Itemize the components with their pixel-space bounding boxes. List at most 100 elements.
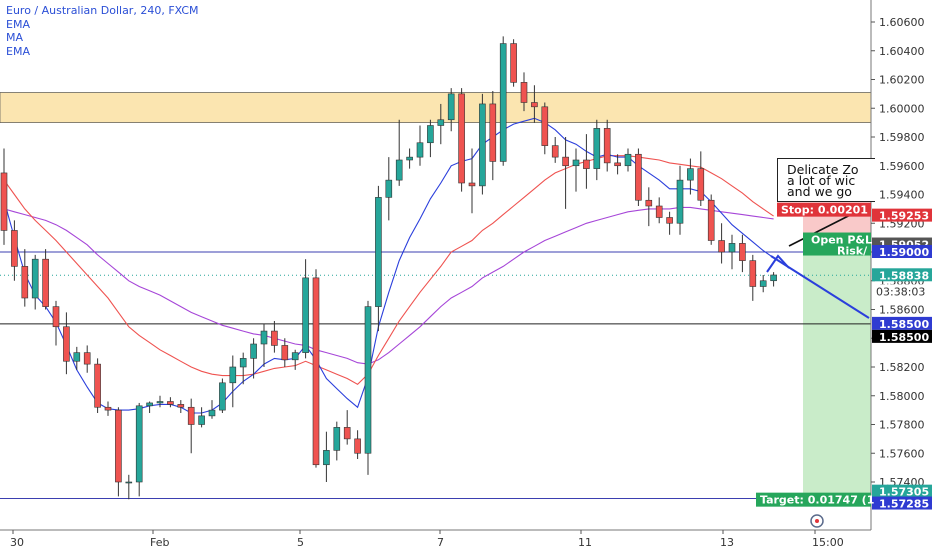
candle[interactable] [468, 148, 476, 214]
candle[interactable] [437, 103, 445, 145]
candle[interactable] [312, 269, 320, 468]
candle[interactable] [73, 346, 81, 370]
candle[interactable] [31, 254, 39, 310]
candle[interactable] [104, 401, 112, 416]
candle[interactable] [666, 211, 673, 235]
candle[interactable] [11, 220, 18, 281]
stop-label-bg [777, 202, 871, 217]
candle[interactable] [458, 88, 465, 192]
candle[interactable] [135, 402, 143, 497]
candle-body [83, 352, 91, 365]
candle[interactable] [333, 421, 341, 461]
candle[interactable] [499, 36, 507, 166]
candle[interactable] [343, 410, 351, 445]
candle[interactable] [510, 39, 517, 87]
candle[interactable] [728, 234, 736, 270]
candle[interactable] [364, 300, 372, 475]
candle[interactable] [572, 148, 580, 192]
candle-body [697, 168, 705, 201]
candle[interactable] [229, 355, 237, 408]
candle[interactable] [687, 158, 694, 195]
legend-ema-slow[interactable]: EMA [6, 44, 30, 58]
candle[interactable] [718, 223, 725, 264]
candle-body [770, 274, 777, 282]
candle[interactable] [42, 249, 49, 310]
annotation-line: a lot of wic [787, 173, 856, 188]
candle[interactable] [624, 148, 632, 172]
candle[interactable] [759, 275, 767, 293]
candle-body [364, 306, 372, 454]
candle[interactable] [551, 137, 559, 163]
price-label-text: 1.57305 [879, 486, 929, 499]
candle[interactable] [479, 93, 486, 195]
candle[interactable] [603, 119, 611, 172]
candle[interactable] [208, 400, 216, 419]
x-tick-label: 11 [578, 536, 592, 549]
candle[interactable] [635, 148, 642, 207]
candle[interactable] [739, 234, 746, 273]
candle[interactable] [177, 400, 185, 413]
candle[interactable] [291, 349, 299, 370]
candle[interactable] [271, 321, 278, 353]
candle-body [385, 179, 393, 198]
legend-ema-fast[interactable]: EMA [6, 17, 30, 31]
candle[interactable] [416, 125, 424, 166]
candle[interactable] [645, 187, 653, 227]
candle[interactable] [427, 119, 434, 158]
candle[interactable] [260, 323, 268, 367]
stop-label: Stop: 0.00201 [781, 204, 868, 217]
candle[interactable] [354, 430, 361, 459]
candle[interactable] [125, 474, 133, 500]
candle[interactable] [447, 88, 455, 132]
candle[interactable] [167, 397, 174, 408]
candle[interactable] [94, 358, 101, 413]
settings-icon[interactable] [810, 514, 824, 528]
candle[interactable] [614, 154, 621, 175]
candle[interactable] [187, 398, 195, 454]
candle[interactable] [52, 300, 60, 346]
candle-body [11, 230, 18, 267]
candle[interactable] [146, 401, 153, 414]
y-tick-label: 1.60200 [879, 74, 925, 87]
candle[interactable] [250, 338, 257, 379]
candle[interactable] [531, 85, 538, 123]
candle[interactable] [63, 312, 70, 375]
candle[interactable] [375, 185, 382, 332]
candle[interactable] [749, 254, 757, 301]
candle-body [281, 345, 289, 361]
candle[interactable] [323, 431, 330, 482]
candle[interactable] [697, 151, 705, 206]
candle[interactable] [385, 157, 393, 221]
candle[interactable] [115, 407, 122, 497]
annotation-callout[interactable]: Delicate Zo a lot of wic and we go [777, 158, 875, 202]
candle[interactable] [520, 72, 528, 112]
candle[interactable] [676, 165, 684, 235]
candle[interactable] [655, 197, 663, 224]
candle-body [479, 103, 486, 187]
candle[interactable] [406, 148, 413, 169]
candle[interactable] [770, 272, 777, 287]
candle[interactable] [302, 259, 309, 359]
candle[interactable] [541, 102, 549, 155]
candle[interactable] [198, 407, 205, 428]
candle[interactable] [489, 91, 497, 181]
candle[interactable] [156, 395, 164, 408]
candle[interactable] [239, 352, 247, 385]
candle[interactable] [583, 134, 590, 189]
candle-body [510, 43, 517, 83]
candle[interactable] [83, 345, 91, 373]
candle[interactable] [593, 119, 601, 181]
candle-body [395, 159, 403, 181]
candle-body [31, 258, 39, 299]
candle[interactable] [219, 378, 226, 414]
candle[interactable] [395, 119, 403, 186]
candle[interactable] [0, 148, 8, 245]
candle-body [42, 258, 49, 307]
candle[interactable] [281, 338, 289, 367]
candle-body [562, 156, 569, 167]
candle[interactable] [707, 194, 715, 245]
candle[interactable] [562, 137, 569, 209]
legend-ma[interactable]: MA [6, 31, 24, 44]
candle[interactable] [21, 249, 29, 307]
